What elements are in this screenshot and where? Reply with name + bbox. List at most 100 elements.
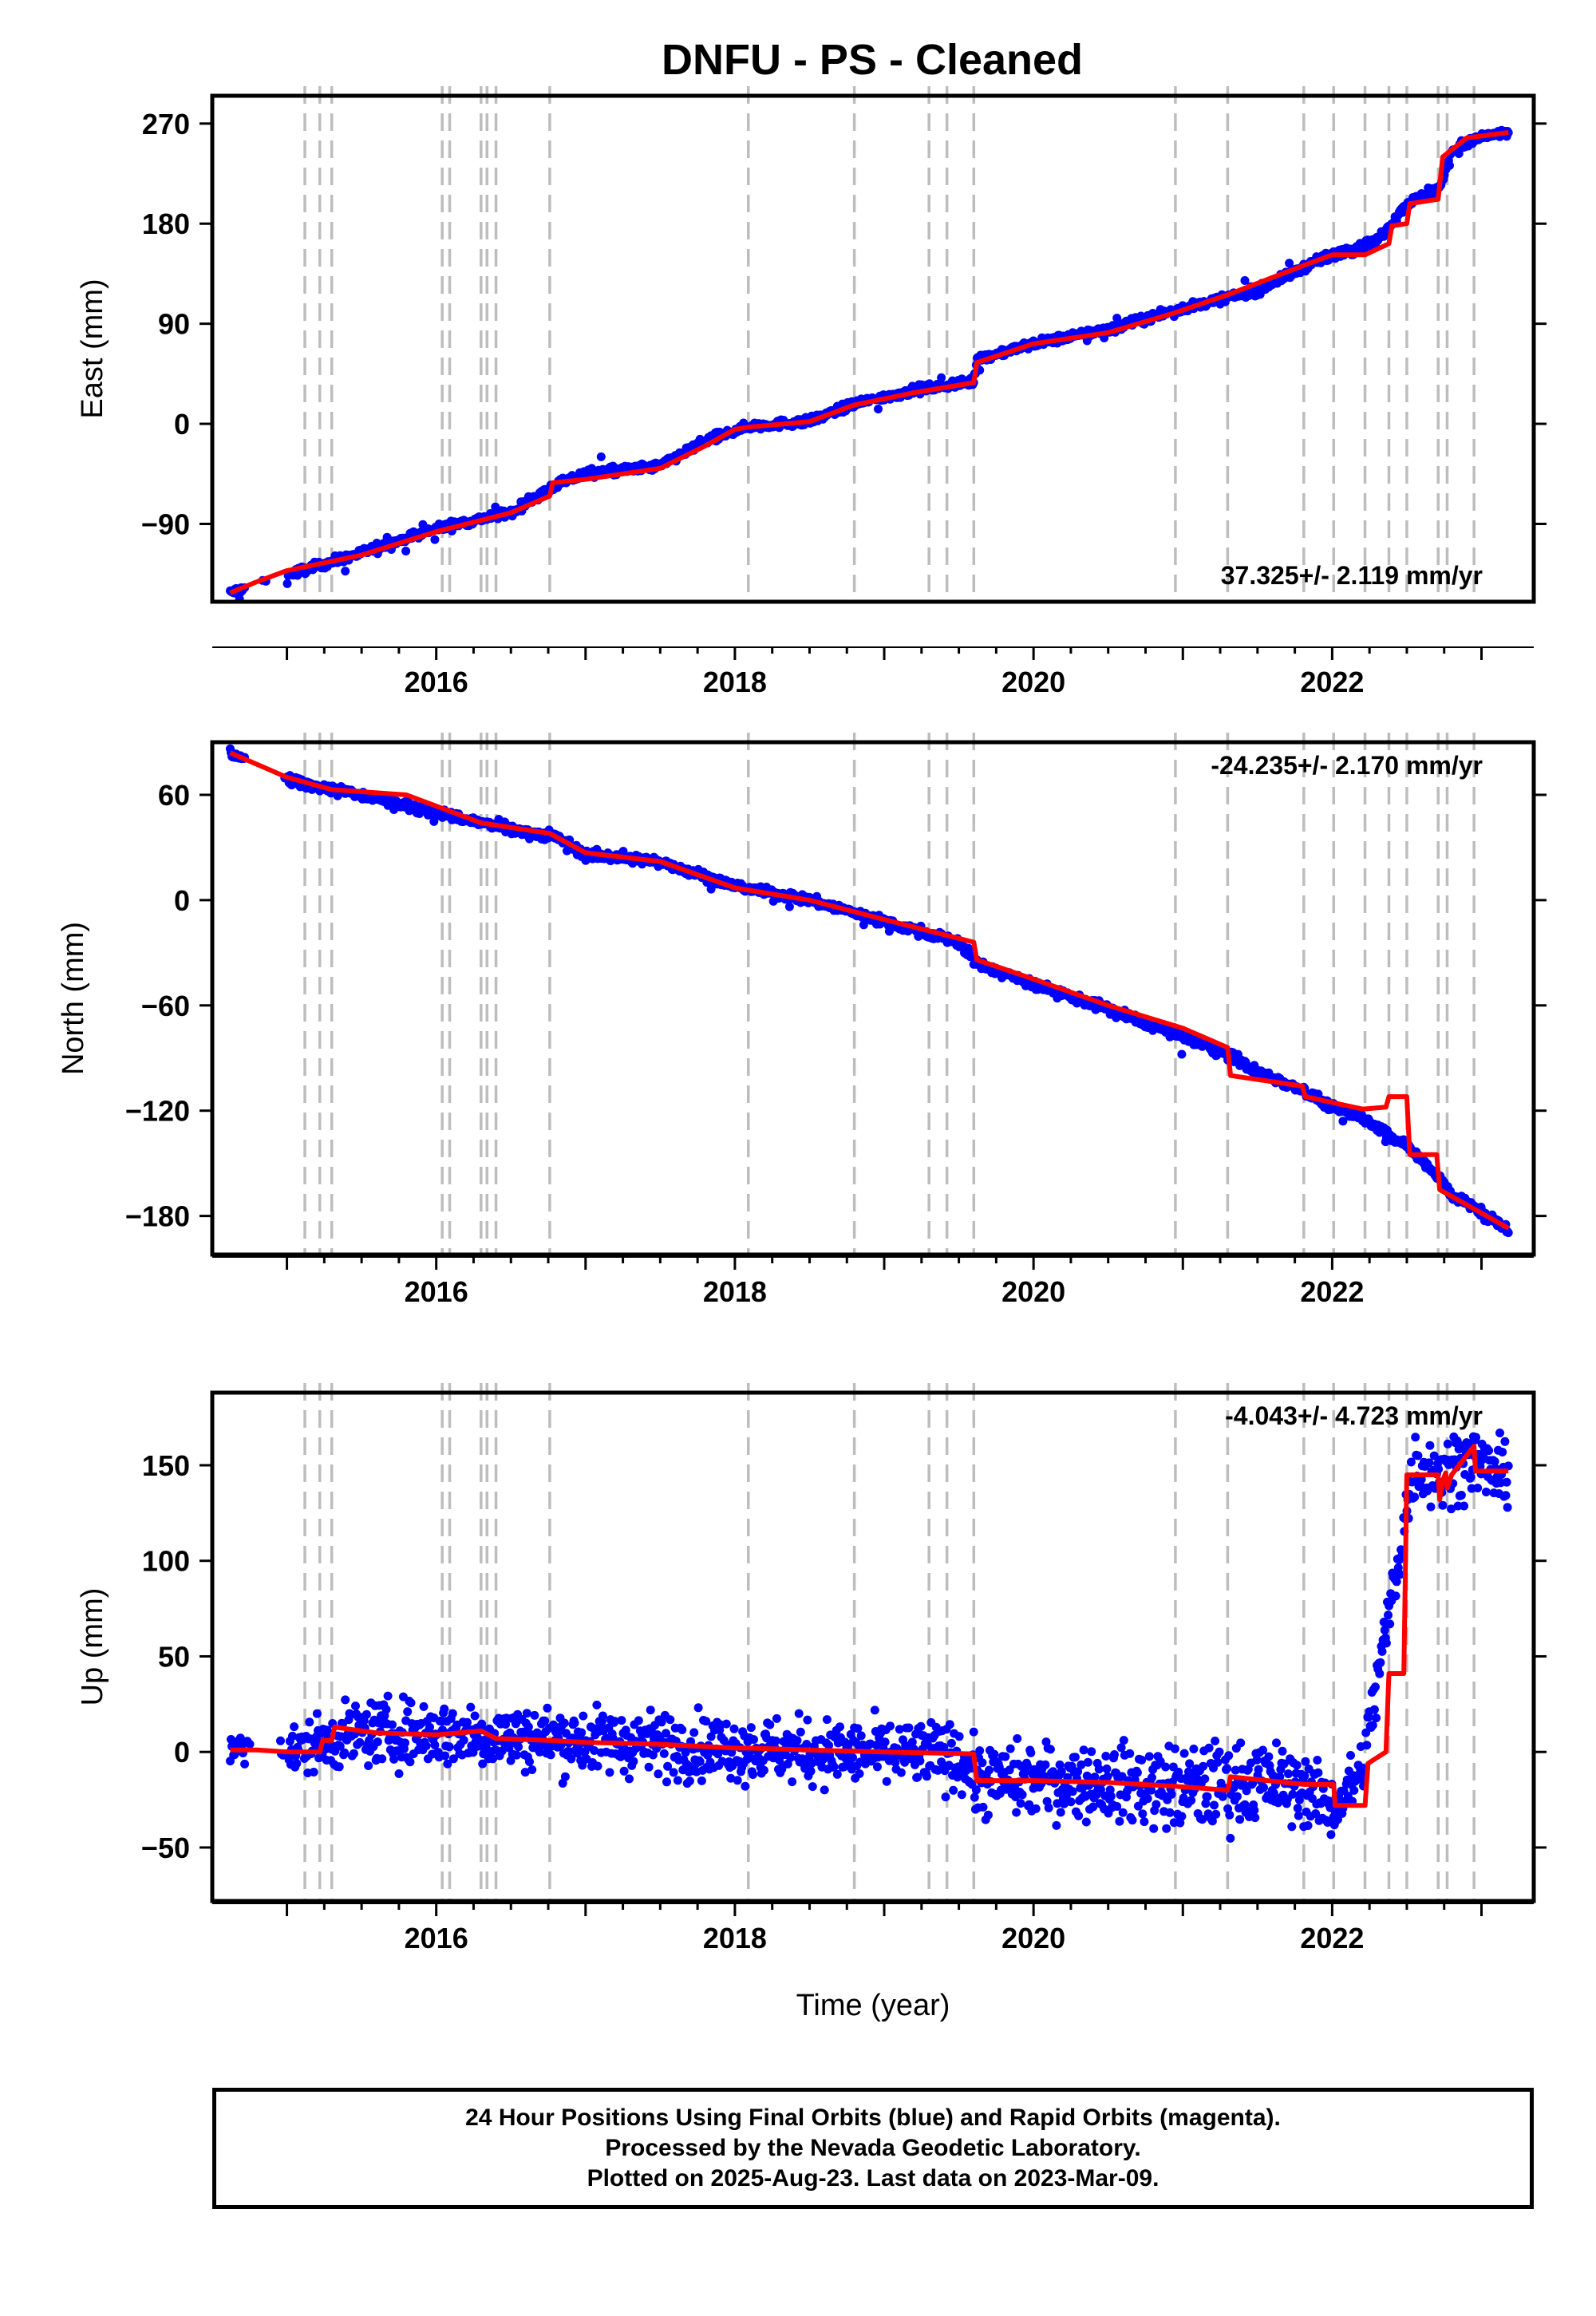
up-data-point bbox=[389, 1754, 399, 1764]
up-x-tick-label: 2016 bbox=[405, 1922, 468, 1954]
up-data-point bbox=[941, 1792, 950, 1802]
east-model-line bbox=[229, 130, 1509, 595]
up-data-point bbox=[1443, 1439, 1452, 1448]
up-data-point bbox=[1068, 1787, 1077, 1796]
up-data-point bbox=[1203, 1792, 1212, 1801]
up-data-point bbox=[832, 1769, 842, 1779]
up-data-point bbox=[1115, 1816, 1124, 1826]
up-data-point bbox=[689, 1728, 699, 1737]
up-data-point bbox=[1045, 1745, 1055, 1754]
up-data-point bbox=[913, 1773, 922, 1782]
north-data-point bbox=[1503, 1228, 1513, 1238]
up-data-point bbox=[1362, 1741, 1372, 1750]
up-data-point bbox=[590, 1746, 599, 1755]
up-data-point bbox=[523, 1722, 533, 1732]
up-data-point bbox=[1278, 1746, 1287, 1756]
up-data-point bbox=[990, 1749, 999, 1759]
up-data-point bbox=[478, 1759, 488, 1769]
up-data-point bbox=[625, 1774, 634, 1784]
up-data-point bbox=[1473, 1484, 1483, 1492]
east-data-point bbox=[937, 373, 946, 382]
up-data-point bbox=[1259, 1783, 1268, 1792]
up-data-point bbox=[1031, 1804, 1041, 1813]
up-data-point bbox=[1272, 1738, 1281, 1748]
up-data-point bbox=[419, 1701, 429, 1711]
up-data-point bbox=[1424, 1458, 1434, 1468]
up-data-point bbox=[1144, 1752, 1154, 1761]
up-data-point bbox=[945, 1720, 954, 1729]
east-rate-label: 37.325+/- 2.119 mm/yr bbox=[1221, 561, 1483, 590]
up-data-point bbox=[322, 1725, 332, 1735]
up-data-point bbox=[1406, 1457, 1416, 1467]
up-data-point bbox=[886, 1721, 895, 1731]
up-data-point bbox=[1152, 1800, 1161, 1809]
up-data-points bbox=[226, 1429, 1513, 1843]
up-data-point bbox=[459, 1736, 468, 1745]
up-data-point bbox=[570, 1718, 579, 1728]
up-data-point bbox=[1225, 1810, 1235, 1820]
up-data-point bbox=[292, 1759, 302, 1769]
up-data-point bbox=[882, 1777, 891, 1786]
up-data-point bbox=[440, 1704, 449, 1713]
up-data-point bbox=[1149, 1824, 1159, 1833]
up-data-point bbox=[1103, 1772, 1112, 1781]
east-plot-frame bbox=[210, 93, 1536, 604]
up-data-point bbox=[1303, 1821, 1313, 1830]
up-data-point bbox=[276, 1736, 285, 1745]
footer-line-orbits: 24 Hour Positions Using Final Orbits (bl… bbox=[465, 2105, 1281, 2131]
up-data-point bbox=[1081, 1817, 1091, 1827]
up-data-point bbox=[1250, 1813, 1260, 1823]
up-data-point bbox=[1429, 1451, 1439, 1460]
north-x-tick-label: 2020 bbox=[1001, 1275, 1065, 1308]
up-data-point bbox=[693, 1703, 703, 1713]
up-data-point bbox=[530, 1710, 539, 1720]
up-data-point bbox=[1200, 1774, 1210, 1784]
up-data-point bbox=[788, 1777, 797, 1787]
up-data-point bbox=[1073, 1767, 1083, 1777]
up-data-point bbox=[1112, 1802, 1122, 1811]
up-data-point bbox=[335, 1741, 345, 1751]
east-y-tick-label: 0 bbox=[174, 408, 190, 441]
up-data-point bbox=[1500, 1437, 1510, 1446]
north-plot-frame bbox=[210, 740, 1536, 1257]
up-data-point bbox=[1325, 1796, 1334, 1806]
north-data-point bbox=[1338, 1117, 1348, 1126]
chart-title: DNFU - PS - Cleaned bbox=[661, 36, 1084, 84]
up-data-point bbox=[765, 1720, 775, 1729]
up-y-tick-label: 100 bbox=[142, 1545, 190, 1578]
north-rate-label: -24.235+/- 2.170 mm/yr bbox=[1211, 751, 1483, 780]
up-data-point bbox=[430, 1741, 440, 1750]
up-data-point bbox=[1279, 1759, 1289, 1769]
up-data-point bbox=[663, 1761, 673, 1771]
up-data-point bbox=[425, 1722, 434, 1732]
up-data-point bbox=[1116, 1743, 1126, 1753]
up-data-point bbox=[786, 1753, 795, 1762]
up-data-point bbox=[741, 1781, 750, 1791]
up-data-point bbox=[290, 1722, 299, 1732]
up-data-point bbox=[772, 1713, 781, 1723]
up-data-point bbox=[1016, 1799, 1025, 1808]
up-data-point bbox=[355, 1737, 365, 1747]
up-data-point bbox=[401, 1738, 409, 1748]
up-data-point bbox=[1476, 1461, 1485, 1471]
up-data-point bbox=[922, 1772, 931, 1781]
up-data-point bbox=[1005, 1744, 1015, 1753]
up-data-point bbox=[1460, 1501, 1469, 1511]
up-data-point bbox=[406, 1698, 416, 1708]
north-data-points bbox=[226, 744, 1513, 1238]
east-data-point bbox=[341, 567, 350, 576]
up-data-point bbox=[579, 1711, 588, 1721]
up-data-point bbox=[1407, 1477, 1416, 1487]
up-data-point bbox=[1369, 1705, 1379, 1714]
up-data-point bbox=[341, 1695, 350, 1705]
up-data-point bbox=[1472, 1433, 1481, 1442]
up-data-point bbox=[648, 1750, 658, 1760]
north-model-line bbox=[229, 750, 1510, 1231]
east-x-tick-label: 2020 bbox=[1001, 666, 1065, 698]
up-data-point bbox=[403, 1707, 413, 1717]
up-data-point bbox=[1232, 1792, 1242, 1801]
up-data-point bbox=[1231, 1765, 1240, 1775]
up-data-point bbox=[1118, 1808, 1128, 1817]
up-y-axis-label: Up (mm) bbox=[76, 1588, 109, 1706]
up-data-point bbox=[1204, 1743, 1214, 1753]
